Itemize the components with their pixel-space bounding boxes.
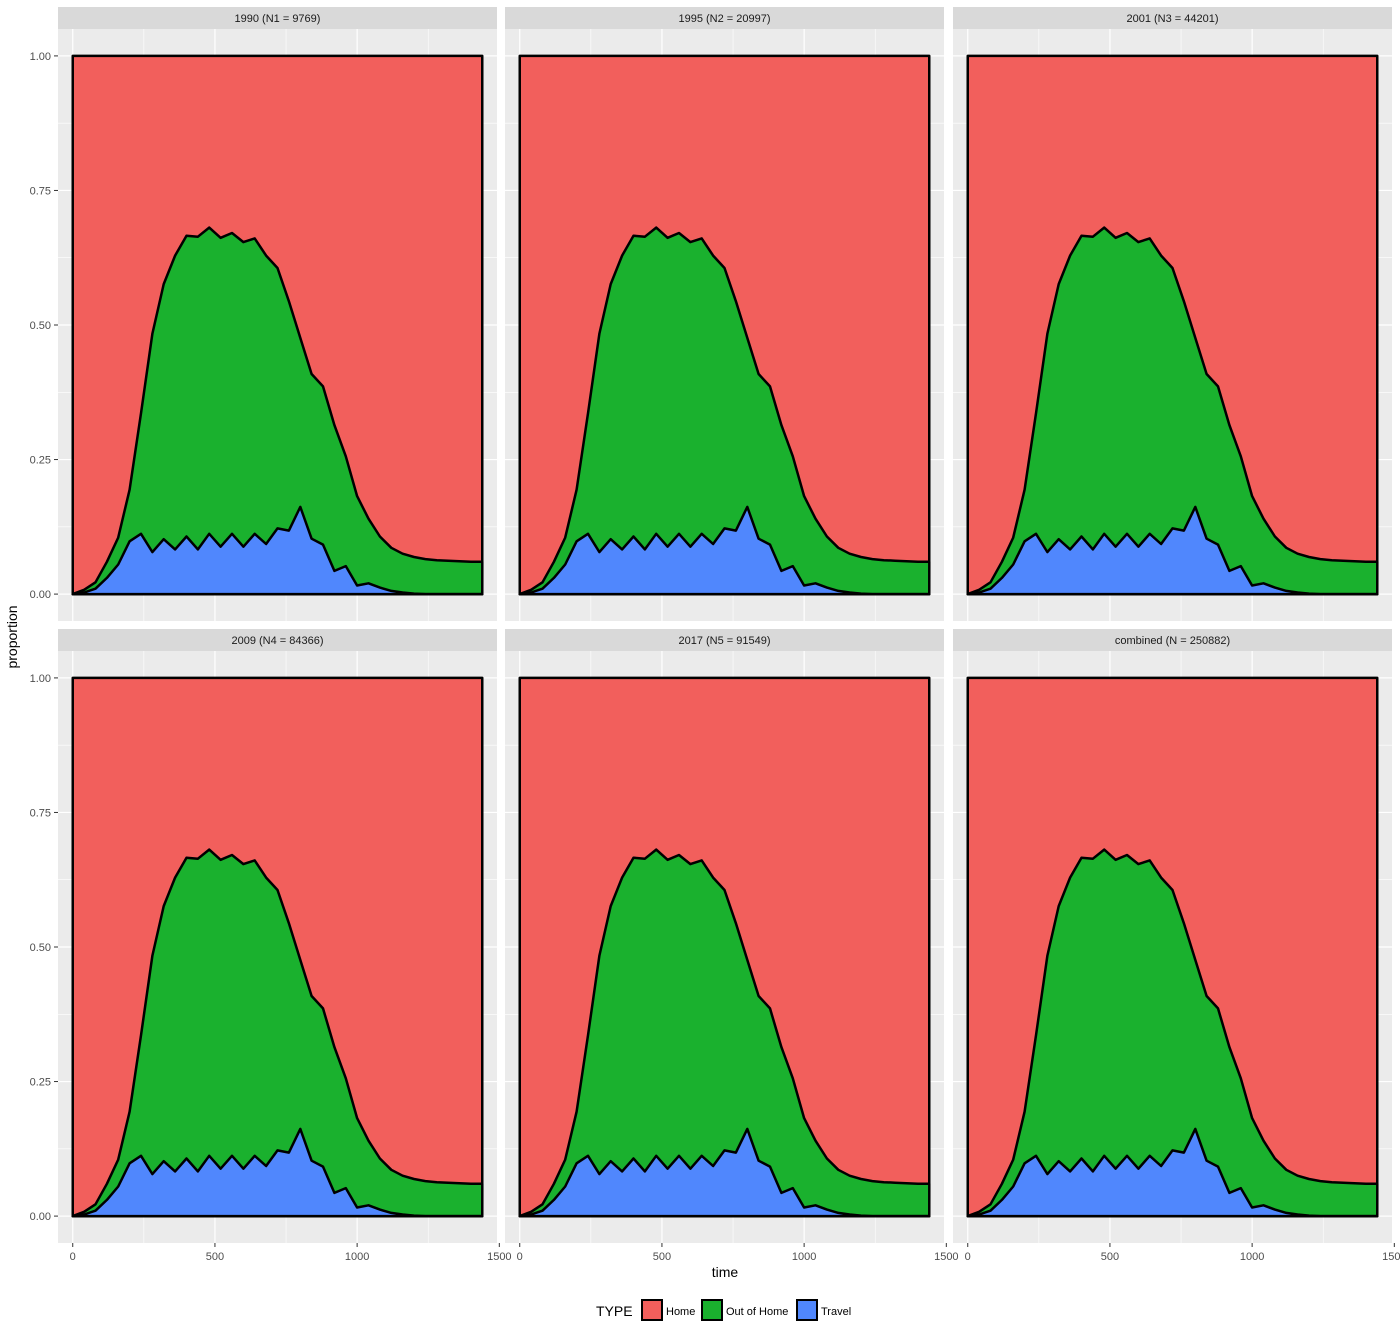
y-tick-label: 1.00 bbox=[30, 673, 51, 685]
x-tick-label: 500 bbox=[206, 1251, 224, 1263]
facet-strip bbox=[58, 7, 497, 29]
y-tick-label: 0.75 bbox=[30, 807, 51, 819]
legend-label-travel: Travel bbox=[821, 1306, 851, 1318]
legend-label-out-of-home: Out of Home bbox=[726, 1306, 788, 1318]
y-tick-label: 0.00 bbox=[30, 1211, 51, 1223]
facet-strip bbox=[505, 629, 944, 651]
facet-strip bbox=[953, 629, 1392, 651]
y-tick-label: 0.50 bbox=[30, 942, 51, 954]
x-tick-label: 1000 bbox=[345, 1251, 369, 1263]
facet-strip-label: 2017 (N5 = 91549) bbox=[678, 635, 770, 647]
x-tick-label: 1500 bbox=[487, 1251, 511, 1263]
x-tick-label: 500 bbox=[653, 1251, 671, 1263]
x-tick-label: 0 bbox=[70, 1251, 76, 1263]
facet-panel-6: combined (N = 250882) 0 500 1000 1500 bbox=[953, 629, 1400, 1263]
area-travel bbox=[518, 505, 931, 596]
area-travel bbox=[518, 1127, 931, 1218]
facet-panel-4: 2009 (N4 = 84366) 0.00 0.25 0.50 0.75 1.00 0 50… bbox=[30, 629, 512, 1263]
facet-panel-3: 2001 (N3 = 44201) bbox=[953, 7, 1395, 621]
area-out-of-home bbox=[71, 226, 484, 596]
facet-panels: 1990 (N1 = 9769) 0.00 0.25 0.50 0.75 1.00 1995… bbox=[30, 7, 1400, 1263]
legend-key-travel bbox=[796, 1299, 818, 1321]
x-tick-label: 1500 bbox=[934, 1251, 958, 1263]
area-travel bbox=[966, 1127, 1379, 1218]
y-tick-label: 0.50 bbox=[30, 320, 51, 332]
legend-label-home: Home bbox=[666, 1306, 695, 1318]
x-tick-label: 1500 bbox=[1382, 1251, 1400, 1263]
facet-strip-label: 1995 (N2 = 20997) bbox=[678, 13, 770, 25]
legend-title: TYPE bbox=[596, 1303, 633, 1319]
area-travel bbox=[71, 505, 484, 596]
area-travel bbox=[71, 1127, 484, 1218]
facet-strip-label: 2009 (N4 = 84366) bbox=[231, 635, 323, 647]
area-out-of-home bbox=[518, 848, 931, 1218]
facet-strip-label: 1990 (N1 = 9769) bbox=[235, 13, 321, 25]
x-tick-label: 1000 bbox=[1240, 1251, 1264, 1263]
facet-strip bbox=[953, 7, 1392, 29]
legend-key-out-of-home bbox=[701, 1299, 723, 1321]
y-tick-label: 0.25 bbox=[30, 455, 51, 467]
x-tick-label: 1000 bbox=[792, 1251, 816, 1263]
facet-strip-label: 2001 (N3 = 44201) bbox=[1126, 13, 1218, 25]
facet-strip bbox=[505, 7, 944, 29]
x-axis-label: time bbox=[712, 1264, 739, 1280]
x-tick-label: 500 bbox=[1101, 1251, 1119, 1263]
x-tick-label: 0 bbox=[517, 1251, 523, 1263]
area-travel bbox=[966, 505, 1379, 596]
area-out-of-home bbox=[966, 226, 1379, 596]
area-out-of-home bbox=[71, 848, 484, 1218]
y-tick-label: 0.25 bbox=[30, 1077, 51, 1089]
y-tick-label: 0.75 bbox=[30, 185, 51, 197]
facet-strip-label: combined (N = 250882) bbox=[1115, 635, 1230, 647]
facet-strip bbox=[58, 629, 497, 651]
y-axis-label: proportion bbox=[4, 605, 20, 668]
legend: TYPE Home Out of Home Travel bbox=[596, 1299, 851, 1321]
area-out-of-home bbox=[966, 848, 1379, 1218]
x-tick-label: 0 bbox=[965, 1251, 971, 1263]
y-tick-label: 0.00 bbox=[30, 589, 51, 601]
area-out-of-home bbox=[518, 226, 931, 596]
y-tick-label: 1.00 bbox=[30, 51, 51, 63]
facet-panel-5: 2017 (N5 = 91549) 0 500 1000 1500 bbox=[505, 629, 959, 1263]
facet-panel-1: 1990 (N1 = 9769) 0.00 0.25 0.50 0.75 1.00 bbox=[30, 7, 500, 621]
facet-panel-2: 1995 (N2 = 20997) bbox=[505, 7, 947, 621]
legend-key-home bbox=[641, 1299, 663, 1321]
